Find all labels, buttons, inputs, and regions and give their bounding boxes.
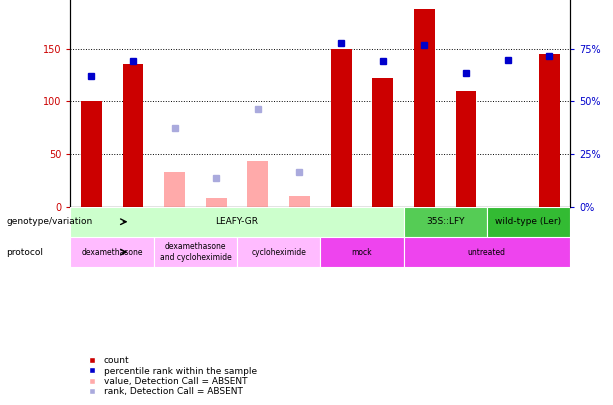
Bar — [403, 237, 570, 267]
Bar — [123, 64, 143, 207]
Legend: count, percentile rank within the sample, value, Detection Call = ABSENT, rank, : count, percentile rank within the sample… — [87, 356, 257, 396]
Bar — [414, 9, 435, 207]
Text: dexamethasone
and cycloheximide: dexamethasone and cycloheximide — [159, 243, 231, 262]
Bar — [403, 207, 487, 237]
Bar — [487, 207, 570, 237]
Bar — [237, 237, 320, 267]
Text: dexamethasone: dexamethasone — [82, 247, 143, 257]
Bar — [289, 196, 310, 207]
Bar — [539, 54, 560, 207]
Bar — [372, 78, 393, 207]
Text: protocol: protocol — [6, 247, 43, 257]
Text: mock: mock — [352, 247, 372, 257]
Bar — [81, 101, 102, 207]
Bar — [164, 172, 185, 207]
Bar — [320, 237, 403, 267]
Text: genotype/variation: genotype/variation — [6, 217, 93, 226]
Text: LEAFY-GR: LEAFY-GR — [216, 217, 259, 226]
Text: cycloheximide: cycloheximide — [251, 247, 306, 257]
Text: 35S::LFY: 35S::LFY — [426, 217, 465, 226]
Text: wild-type (Ler): wild-type (Ler) — [495, 217, 562, 226]
Bar — [70, 237, 154, 267]
Bar — [70, 207, 403, 237]
Bar — [455, 91, 476, 207]
Bar — [154, 237, 237, 267]
Bar — [330, 49, 351, 207]
Bar — [206, 198, 227, 207]
Text: untreated: untreated — [468, 247, 506, 257]
Bar — [248, 161, 268, 207]
